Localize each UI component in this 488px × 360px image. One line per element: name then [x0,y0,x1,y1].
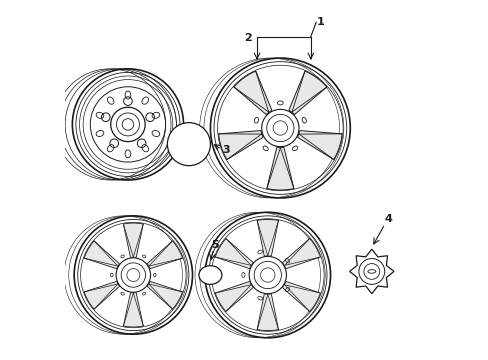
Polygon shape [84,241,119,269]
Polygon shape [123,223,143,257]
Polygon shape [84,282,119,309]
Circle shape [167,123,210,166]
Polygon shape [147,241,182,269]
Polygon shape [233,71,271,114]
Polygon shape [288,71,326,114]
Text: 4: 4 [384,215,391,224]
Polygon shape [349,249,393,294]
Text: 2: 2 [244,33,251,43]
Polygon shape [215,282,253,311]
Text: 1: 1 [316,17,324,27]
Polygon shape [123,293,143,327]
Polygon shape [282,282,320,311]
Text: 3: 3 [222,144,229,154]
Polygon shape [147,282,182,309]
Text: 5: 5 [211,240,219,250]
Polygon shape [282,238,320,269]
Polygon shape [266,147,293,190]
Polygon shape [218,131,263,159]
Ellipse shape [199,266,222,284]
Polygon shape [215,238,253,269]
Polygon shape [257,294,278,330]
Polygon shape [257,220,278,256]
Polygon shape [297,131,342,159]
